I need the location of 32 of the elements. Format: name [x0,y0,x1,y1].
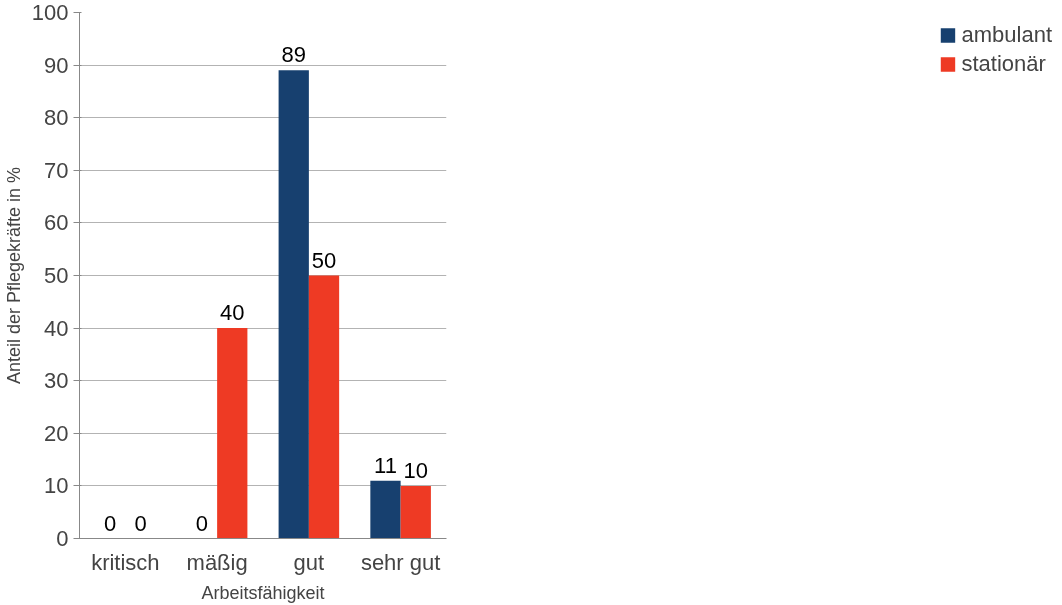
y-tick-label: 100 [31,0,69,25]
data-label: 0 [104,510,117,536]
y-axis-title: Anteil der Pflegekräfte in % [3,166,24,385]
x-axis-title: Arbeitsfähigkeit [201,582,325,603]
data-label: 50 [311,247,337,273]
y-tick-label: 0 [56,526,69,551]
y-tick-label: 20 [44,420,69,446]
bar [400,485,431,539]
bar [217,328,248,539]
data-label: 11 [374,452,397,478]
y-tick-label: 30 [44,368,69,394]
y-tick-label: 60 [44,210,69,236]
data-label: 10 [403,457,429,483]
data-label: 0 [134,510,147,536]
y-tick-label: 40 [44,315,69,341]
bar [278,70,309,539]
x-tick-label: kritisch [91,549,160,575]
bar [370,480,401,539]
data-label: 40 [220,300,245,326]
y-tick-label: 10 [44,473,69,499]
legend-label: stationär [961,51,1046,77]
bar [308,275,340,539]
x-tick-label: gut [293,549,325,575]
legend-label: ambulant [961,22,1052,48]
y-tick-label: 70 [44,157,69,183]
x-tick-label: sehr gut [360,549,441,575]
y-tick-label: 90 [44,52,69,78]
y-tick-label: 50 [44,263,69,288]
data-label: 89 [281,42,306,68]
x-tick-label: mäßig [186,549,248,575]
y-tick-label: 80 [44,105,69,131]
data-label: 0 [195,510,209,536]
